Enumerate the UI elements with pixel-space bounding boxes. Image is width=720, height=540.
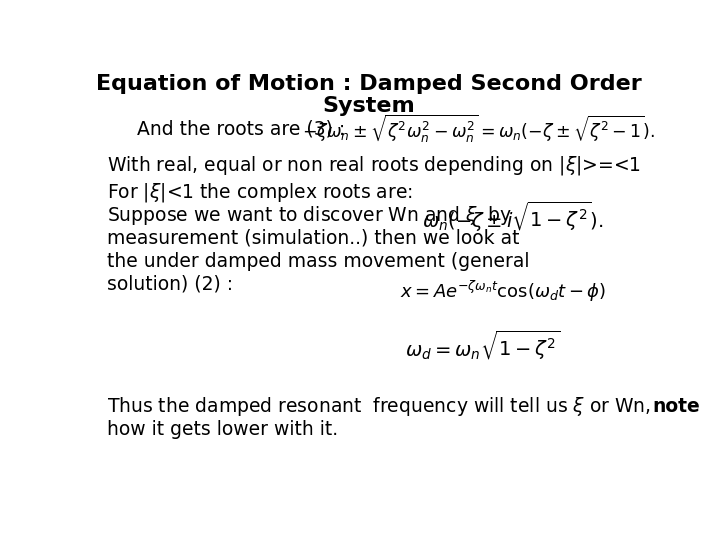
Text: $\omega_n(-\zeta \pm i\sqrt{1-\zeta^2}).$: $\omega_n(-\zeta \pm i\sqrt{1-\zeta^2}).…: [422, 199, 603, 234]
Text: Suppose we want to discover Wn and $\xi$  by: Suppose we want to discover Wn and $\xi$…: [107, 204, 512, 227]
Text: And the roots are (3) :: And the roots are (3) :: [138, 120, 346, 139]
Text: Equation of Motion : Damped Second Order: Equation of Motion : Damped Second Order: [96, 73, 642, 93]
Text: With real, equal or non real roots depending on $|\xi|$>=<1: With real, equal or non real roots depen…: [107, 154, 641, 177]
Text: how it gets lower with it.: how it gets lower with it.: [107, 420, 338, 440]
Text: For $|\xi|$<1 the complex roots are:: For $|\xi|$<1 the complex roots are:: [107, 181, 413, 204]
Text: solution) (2) :: solution) (2) :: [107, 274, 233, 293]
Text: $-\zeta\omega_n \pm \sqrt{\zeta^2\omega_n^2 - \omega_n^2} = \omega_n(-\zeta \pm : $-\zeta\omega_n \pm \sqrt{\zeta^2\omega_…: [302, 113, 655, 145]
Text: note: note: [652, 397, 701, 416]
Text: System: System: [323, 96, 415, 117]
Text: measurement (simulation..) then we look at: measurement (simulation..) then we look …: [107, 228, 519, 248]
Text: $x = Ae^{-\zeta\omega_n t}\cos(\omega_d t - \phi)$: $x = Ae^{-\zeta\omega_n t}\cos(\omega_d …: [400, 279, 606, 304]
Text: $\omega_d = \omega_n\sqrt{1-\zeta^2}$: $\omega_d = \omega_n\sqrt{1-\zeta^2}$: [405, 329, 560, 362]
Text: the under damped mass movement (general: the under damped mass movement (general: [107, 252, 529, 271]
Text: Thus the damped resonant  frequency will tell us $\xi$ or Wn,: Thus the damped resonant frequency will …: [107, 395, 652, 418]
